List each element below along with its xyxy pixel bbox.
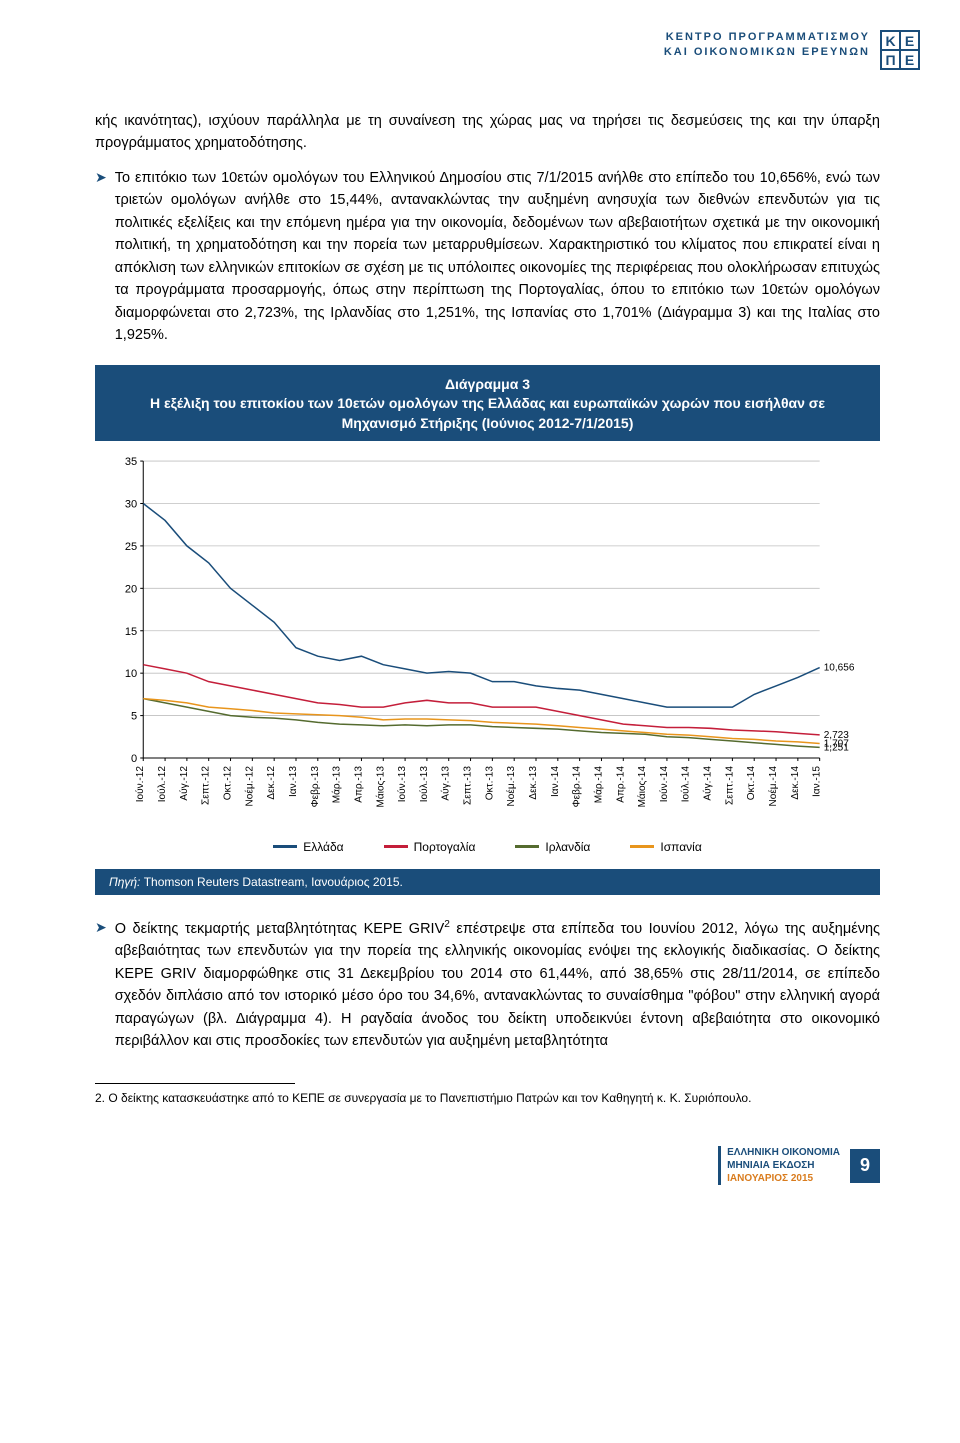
- svg-text:10: 10: [125, 669, 137, 681]
- logo-cell: Ε: [900, 50, 919, 69]
- bullet1-text: Το επιτόκιο των 10ετών ομολόγων του Ελλη…: [115, 167, 880, 347]
- legend-label: Πορτογαλία: [414, 840, 476, 854]
- legend-item: Πορτογαλία: [384, 840, 476, 854]
- svg-text:Σεπτ.-14: Σεπτ.-14: [724, 766, 735, 805]
- svg-text:Ιαν.-14: Ιαν.-14: [550, 766, 561, 797]
- logo-cell: Π: [881, 50, 900, 69]
- bullet-marker-icon: ➤: [95, 167, 107, 347]
- svg-text:0: 0: [131, 754, 137, 766]
- legend-swatch: [384, 845, 408, 848]
- svg-text:10,656: 10,656: [824, 663, 855, 674]
- footer-line2: ΜΗΝΙΑΙΑ ΕΚΔΟΣΗ: [727, 1159, 840, 1172]
- source-value: Thomson Reuters Datastream, Ιανουάριος 2…: [144, 875, 403, 889]
- bullet2-text-part1: Ο δείκτης τεκμαρτής μεταβλητότητας KEPE …: [115, 921, 445, 937]
- svg-text:Μάρ.-14: Μάρ.-14: [592, 766, 604, 804]
- svg-text:20: 20: [125, 584, 137, 596]
- svg-text:1,707: 1,707: [824, 739, 850, 750]
- svg-text:Οκτ.-13: Οκτ.-13: [484, 766, 495, 801]
- logo-cell: Κ: [881, 31, 900, 50]
- bullet2-text-part2: επέστρεψε στα επίπεδα του Ιουνίου 2012, …: [115, 921, 880, 1049]
- svg-text:Δεκ.-13: Δεκ.-13: [528, 766, 539, 800]
- bullet-marker-icon: ➤: [95, 917, 107, 1053]
- svg-text:5: 5: [131, 711, 137, 723]
- svg-text:Φεβρ.-13: Φεβρ.-13: [310, 766, 321, 808]
- svg-text:15: 15: [125, 626, 137, 638]
- svg-text:Ιούν.-13: Ιούν.-13: [396, 766, 408, 803]
- legend-label: Ιρλανδία: [545, 840, 590, 854]
- footnote-text: 2. Ο δείκτης κατασκευάστηκε από το ΚΕΠΕ …: [95, 1090, 880, 1107]
- chart-legend: Ελλάδα Πορτογαλία Ιρλανδία Ισπανία: [105, 834, 870, 864]
- svg-text:Μάιος-13: Μάιος-13: [374, 766, 386, 808]
- svg-text:30: 30: [125, 499, 137, 511]
- legend-item: Ισπανία: [630, 840, 701, 854]
- page-header: ΚΕΝΤΡΟ ΠΡΟΓΡΑΜΜΑΤΙΣΜΟΥ ΚΑΙ ΟΙΚΟΝΟΜΙΚΩΝ Ε…: [664, 30, 920, 70]
- legend-item: Ελλάδα: [273, 840, 343, 854]
- svg-text:Απρ.-14: Απρ.-14: [615, 766, 626, 803]
- legend-swatch: [273, 845, 297, 848]
- footer-line3: ΙΑΝΟΥΑΡΙΟΣ 2015: [727, 1172, 840, 1185]
- header-line1: ΚΕΝΤΡΟ ΠΡΟΓΡΑΜΜΑΤΙΣΜΟΥ: [664, 30, 870, 45]
- svg-text:Ιούλ.-12: Ιούλ.-12: [156, 766, 168, 803]
- header-org-name: ΚΕΝΤΡΟ ΠΡΟΓΡΑΜΜΑΤΙΣΜΟΥ ΚΑΙ ΟΙΚΟΝΟΜΙΚΩΝ Ε…: [664, 30, 870, 61]
- svg-text:Αύγ.-12: Αύγ.-12: [178, 766, 190, 801]
- footer-publication: ΕΛΛΗΝΙΚΗ ΟΙΚΟΝΟΜΙΑ ΜΗΝΙΑΙΑ ΕΚΔΟΣΗ ΙΑΝΟΥΑ…: [718, 1146, 840, 1185]
- chart-plot-area: 0 5 10 15 20 25 30 35 Ιούν.-12 Ιούλ.-12 Αύγ.-12 Σεπ…: [95, 441, 880, 869]
- chart-title: Διάγραμμα 3 Η εξέλιξη του επιτοκίου των …: [95, 365, 880, 442]
- svg-text:25: 25: [125, 541, 137, 553]
- svg-text:Οκτ.-12: Οκτ.-12: [223, 766, 234, 801]
- svg-text:Νοέμ.-14: Νοέμ.-14: [767, 766, 779, 807]
- svg-text:Δεκ.-14: Δεκ.-14: [790, 766, 801, 800]
- svg-text:Ιούλ.-13: Ιούλ.-13: [418, 766, 430, 803]
- chart-title-line1: Διάγραμμα 3: [125, 375, 850, 395]
- svg-text:35: 35: [125, 457, 137, 469]
- svg-text:Αύγ.-14: Αύγ.-14: [702, 766, 714, 801]
- legend-swatch: [515, 845, 539, 848]
- line-chart: 0 5 10 15 20 25 30 35 Ιούν.-12 Ιούλ.-12 Αύγ.-12 Σεπ…: [105, 451, 870, 834]
- kepe-logo: Κ Ε Π Ε: [880, 30, 920, 70]
- svg-text:Σεπτ.-13: Σεπτ.-13: [463, 766, 474, 805]
- svg-text:Μάιος-14: Μάιος-14: [636, 766, 648, 808]
- legend-label: Ισπανία: [660, 840, 701, 854]
- legend-swatch: [630, 845, 654, 848]
- svg-text:Αύγ.-13: Αύγ.-13: [440, 766, 452, 801]
- svg-text:Ιούν.-12: Ιούν.-12: [134, 766, 146, 803]
- chart-source: Πηγή: Thomson Reuters Datastream, Ιανουά…: [95, 869, 880, 895]
- bullet-item-1: ➤ Το επιτόκιο των 10ετών ομολόγων του Ελ…: [95, 167, 880, 347]
- legend-label: Ελλάδα: [303, 840, 343, 854]
- logo-cell: Ε: [900, 31, 919, 50]
- header-line2: ΚΑΙ ΟΙΚΟΝΟΜΙΚΩΝ ΕΡΕΥΝΩΝ: [664, 45, 870, 60]
- svg-text:Φεβρ.-14: Φεβρ.-14: [572, 766, 583, 808]
- svg-text:Νοέμ.-12: Νοέμ.-12: [243, 766, 255, 807]
- footer-line1: ΕΛΛΗΝΙΚΗ ΟΙΚΟΝΟΜΙΑ: [727, 1146, 840, 1159]
- footnote-divider: [95, 1083, 295, 1084]
- svg-text:Ιαν.-15: Ιαν.-15: [812, 766, 823, 797]
- svg-text:Οκτ.-14: Οκτ.-14: [746, 766, 757, 801]
- svg-text:Ιαν.-13: Ιαν.-13: [288, 766, 299, 797]
- svg-text:Μάρ.-13: Μάρ.-13: [331, 766, 343, 804]
- page-footer: ΕΛΛΗΝΙΚΗ ΟΙΚΟΝΟΜΙΑ ΜΗΝΙΑΙΑ ΕΚΔΟΣΗ ΙΑΝΟΥΑ…: [95, 1146, 880, 1185]
- page-number: 9: [850, 1149, 880, 1183]
- intro-paragraph: κής ικανότητας), ισχύουν παράλληλα με τη…: [95, 110, 880, 155]
- svg-text:Δεκ.-12: Δεκ.-12: [266, 766, 277, 800]
- chart-title-line2: Η εξέλιξη του επιτοκίου των 10ετών ομολό…: [125, 394, 850, 433]
- svg-text:Ιούν.-14: Ιούν.-14: [658, 766, 670, 803]
- source-label: Πηγή:: [109, 875, 144, 889]
- svg-text:Σεπτ.-12: Σεπτ.-12: [201, 766, 212, 805]
- legend-item: Ιρλανδία: [515, 840, 590, 854]
- svg-text:Απρ.-13: Απρ.-13: [353, 766, 364, 803]
- svg-text:Ιούλ.-14: Ιούλ.-14: [680, 766, 692, 803]
- bullet-item-2: ➤ Ο δείκτης τεκμαρτής μεταβλητότητας KEP…: [95, 917, 880, 1053]
- svg-text:Νοέμ.-13: Νοέμ.-13: [505, 766, 517, 807]
- chart-3-panel: Διάγραμμα 3 Η εξέλιξη του επιτοκίου των …: [95, 365, 880, 895]
- bullet2-text: Ο δείκτης τεκμαρτής μεταβλητότητας KEPE …: [115, 917, 880, 1053]
